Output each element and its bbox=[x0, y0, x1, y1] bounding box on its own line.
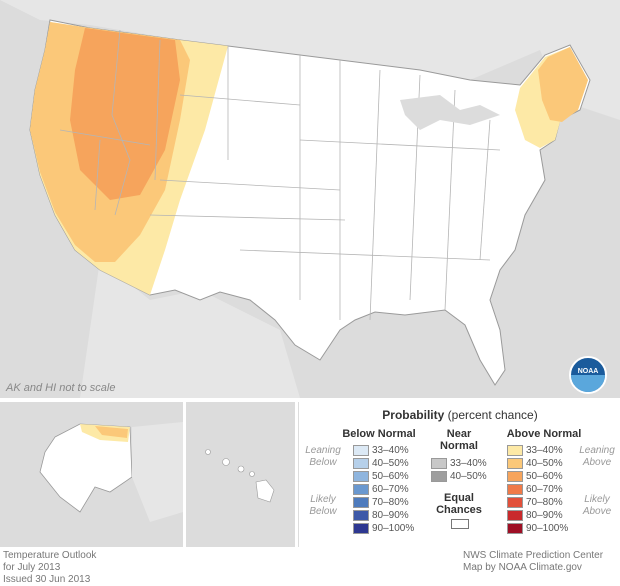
footer-left: Temperature Outlook for July 2013 Issued… bbox=[3, 550, 96, 586]
near-normal-label: 33–40% bbox=[450, 458, 487, 470]
above-normal-row: 80–90% bbox=[507, 510, 563, 521]
legend: Probability (percent chance) Below Norma… bbox=[298, 402, 620, 547]
above-normal-row: 90–100% bbox=[507, 523, 568, 534]
alaska-land bbox=[39, 423, 133, 513]
leaning-below-label-2: Below bbox=[309, 457, 337, 468]
below-normal-label: 80–90% bbox=[372, 510, 409, 522]
footer-right: NWS Climate Prediction Center Map by NOA… bbox=[463, 550, 603, 574]
near-normal-header-2: Normal bbox=[440, 440, 478, 452]
below-normal-row: 50–60% bbox=[353, 471, 409, 482]
below-normal-label: 90–100% bbox=[372, 523, 415, 535]
above-normal-swatch bbox=[507, 523, 523, 534]
below-normal-label: 50–60% bbox=[372, 471, 409, 483]
below-normal-header: Below Normal bbox=[342, 428, 416, 440]
hawaii-islands bbox=[205, 449, 275, 503]
hawaii-inset bbox=[186, 402, 295, 547]
great-lakes bbox=[400, 95, 500, 130]
leaning-above-label-1: Leaning bbox=[579, 445, 615, 456]
near-normal-label: 40–50% bbox=[450, 471, 487, 483]
below-normal-swatch bbox=[353, 471, 369, 482]
equal-chances-2: Chances bbox=[436, 504, 482, 516]
near-normal-swatch bbox=[431, 471, 447, 482]
equal-chances-swatch bbox=[451, 519, 469, 529]
leaning-above-label-2: Above bbox=[582, 457, 612, 468]
below-normal-label: 70–80% bbox=[372, 497, 409, 509]
below-normal-row: 33–40% bbox=[353, 445, 409, 456]
below-normal-row: 60–70% bbox=[353, 484, 409, 495]
above-normal-label: 80–90% bbox=[526, 510, 563, 522]
legend-title-rest: (percent chance) bbox=[447, 408, 538, 422]
state-borders bbox=[59, 29, 501, 321]
above-normal-row: 70–80% bbox=[507, 497, 563, 508]
above-normal-swatch bbox=[507, 445, 523, 456]
below-normal-label: 40–50% bbox=[372, 458, 409, 470]
likely-above-label-2: Above bbox=[582, 506, 612, 517]
below-normal-swatch bbox=[353, 523, 369, 534]
near-normal-row: 40–50% bbox=[431, 471, 487, 482]
above-normal-label: 60–70% bbox=[526, 484, 563, 496]
noaa-logo: NOAA bbox=[569, 356, 607, 394]
above-normal-swatch bbox=[507, 484, 523, 495]
above-normal-row: 33–40% bbox=[507, 445, 563, 456]
above-normal-label: 70–80% bbox=[526, 497, 563, 509]
above-normal-label: 40–50% bbox=[526, 458, 563, 470]
above-normal-swatch bbox=[507, 471, 523, 482]
below-normal-row: 80–90% bbox=[353, 510, 409, 521]
noaa-bird-icon bbox=[571, 375, 605, 392]
conus-map-svg bbox=[0, 0, 620, 398]
footer-right-line-2: Map by NOAA Climate.gov bbox=[463, 562, 582, 573]
legend-title: Probability (percent chance) bbox=[299, 408, 620, 422]
above-40-50-northeast bbox=[538, 47, 588, 122]
footer-right-line-1: NWS Climate Prediction Center bbox=[463, 550, 604, 561]
below-normal-swatch bbox=[353, 510, 369, 521]
conus-map: AK and HI not to scale NOAA bbox=[0, 0, 620, 398]
mexico-land bbox=[80, 260, 300, 398]
above-normal-row: 40–50% bbox=[507, 458, 563, 469]
likely-below-label-2: Below bbox=[309, 506, 337, 517]
above-normal-swatch bbox=[507, 510, 523, 521]
near-normal-row: 33–40% bbox=[431, 458, 487, 469]
below-normal-label: 33–40% bbox=[372, 445, 409, 457]
above-normal-row: 50–60% bbox=[507, 471, 563, 482]
above-normal-swatch bbox=[507, 497, 523, 508]
footer-left-line-2: for July 2013 bbox=[3, 562, 61, 573]
likely-below-label-1: Likely bbox=[310, 494, 336, 505]
noaa-logo-text: NOAA bbox=[577, 368, 599, 375]
footer-left-line-3: Issued 30 Jun 2013 bbox=[3, 574, 91, 585]
leaning-below-label-1: Leaning bbox=[305, 445, 341, 456]
legend-title-bold: Probability bbox=[382, 408, 445, 422]
below-normal-row: 70–80% bbox=[353, 497, 409, 508]
scale-note: AK and HI not to scale bbox=[6, 382, 116, 394]
above-normal-label: 50–60% bbox=[526, 471, 563, 483]
above-normal-swatch bbox=[507, 458, 523, 469]
below-normal-swatch bbox=[353, 497, 369, 508]
below-normal-row: 90–100% bbox=[353, 523, 414, 534]
canada-land bbox=[0, 0, 620, 120]
canada-yukon bbox=[132, 422, 183, 522]
alaska-inset bbox=[0, 402, 183, 547]
footer-left-line-1: Temperature Outlook bbox=[3, 550, 97, 561]
equal-chances-1: Equal bbox=[444, 492, 474, 504]
likely-above-label-1: Likely bbox=[584, 494, 610, 505]
below-normal-swatch bbox=[353, 484, 369, 495]
below-normal-label: 60–70% bbox=[372, 484, 409, 496]
above-50-60-west bbox=[70, 28, 180, 200]
hawaii-svg bbox=[205, 449, 275, 503]
alaska-above-40-50 bbox=[95, 426, 128, 438]
below-normal-row: 40–50% bbox=[353, 458, 409, 469]
below-normal-swatch bbox=[353, 445, 369, 456]
alaska-svg bbox=[39, 422, 183, 522]
below-normal-swatch bbox=[353, 458, 369, 469]
above-normal-header: Above Normal bbox=[506, 428, 582, 440]
above-normal-label: 90–100% bbox=[526, 523, 569, 535]
above-normal-label: 33–40% bbox=[526, 445, 563, 457]
above-normal-row: 60–70% bbox=[507, 484, 563, 495]
near-normal-swatch bbox=[431, 458, 447, 469]
near-normal-header-1: Near bbox=[446, 428, 472, 440]
